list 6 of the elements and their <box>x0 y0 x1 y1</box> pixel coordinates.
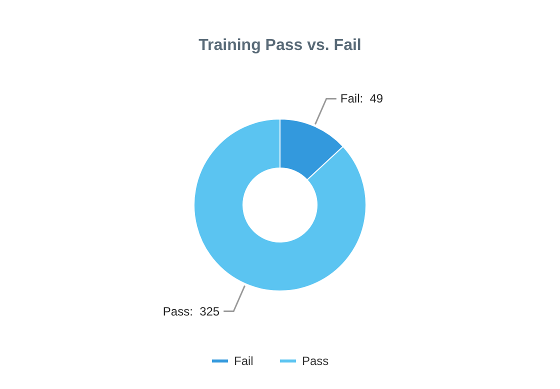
legend-label: Pass <box>302 354 329 368</box>
data-label: Pass: 325 <box>162 304 220 318</box>
chart-title: Training Pass vs. Fail <box>198 37 362 54</box>
data-label: Fail: 49 <box>340 92 384 106</box>
legend-label: Fail <box>234 354 254 368</box>
donut-slice <box>194 118 366 292</box>
